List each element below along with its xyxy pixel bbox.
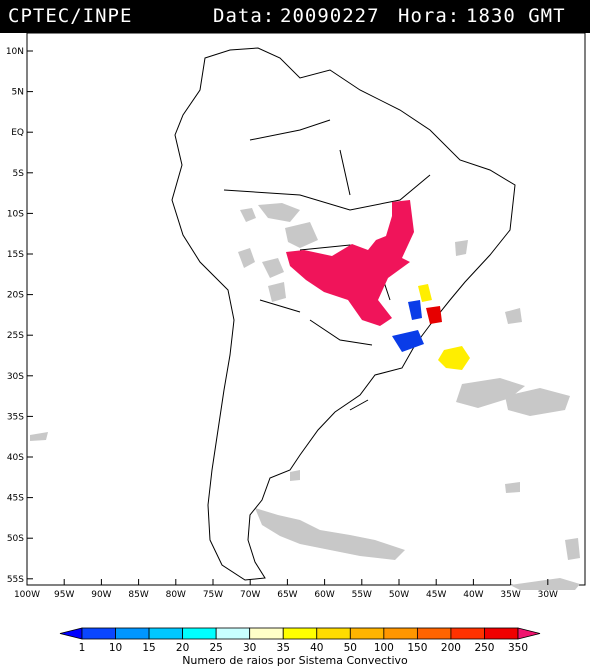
longitude-ticks: 100W 95W 90W 85W 80W 75W 70W 65W 60W 55W 50W 45W 40W… (14, 579, 558, 600)
lat-tick-label: 20S (7, 291, 24, 301)
lat-tick-label: 35S (7, 412, 24, 422)
lon-tick-label: 85W (128, 590, 148, 600)
colorbar-label: 15 (142, 642, 155, 654)
colorbar-label: 1 (79, 642, 86, 654)
colorbar-bin (517, 627, 541, 640)
source-label: CPTEC/INPE (8, 5, 133, 27)
lon-tick-label: 70W (240, 590, 260, 600)
colorbar-bin (450, 627, 485, 640)
colorbar-bin (215, 627, 251, 640)
lat-tick-label: 15S (7, 250, 24, 260)
colorbar (59, 627, 541, 640)
colorbar-label: 100 (374, 642, 394, 654)
continent-outline (171, 47, 516, 581)
colorbar-bin (182, 627, 217, 640)
colorbar-label: 50 (344, 642, 357, 654)
colorbar-labels: 1 10 15 20 25 30 35 40 50 100 150 200 250 350 (79, 642, 528, 654)
lightning-cells (286, 200, 470, 370)
map-frame (26, 32, 586, 586)
lon-tick-label: 95W (54, 590, 74, 600)
colorbar-bin (349, 627, 385, 640)
colorbar-label: 30 (243, 642, 256, 654)
colorbar-bin (282, 627, 318, 640)
lat-tick-label: 10S (7, 209, 24, 219)
colorbar-label: 40 (310, 642, 323, 654)
colorbar-label: 20 (176, 642, 189, 654)
colorbar-bin (249, 627, 284, 640)
date-label: Data: (213, 5, 276, 27)
colorbar-label: 10 (109, 642, 122, 654)
lon-tick-label: 75W (203, 590, 223, 600)
lat-tick-label: 40S (7, 453, 24, 463)
colorbar-bin (148, 627, 184, 640)
colorbar-label: 35 (277, 642, 290, 654)
lon-tick-label: 65W (277, 590, 297, 600)
colorbar-bin (484, 627, 519, 640)
lon-tick-label: 55W (352, 590, 372, 600)
lat-tick-label: 10N (6, 47, 24, 57)
colorbar-bin (383, 627, 418, 640)
lon-tick-label: 45W (426, 590, 446, 600)
lon-tick-label: 50W (389, 590, 409, 600)
colorbar-bin (59, 627, 83, 640)
lat-tick-label: EQ (11, 128, 24, 138)
lon-tick-label: 90W (91, 590, 111, 600)
lat-tick-label: 5N (12, 88, 24, 98)
lat-tick-label: 55S (7, 575, 24, 585)
map-header: CPTEC/INPE Data: 20090227 Hora: 1830 GMT (0, 0, 590, 33)
colorbar-bin (416, 627, 452, 640)
colorbar-label: 350 (508, 642, 528, 654)
lon-tick-label: 80W (166, 590, 186, 600)
lon-tick-label: 30W (538, 590, 558, 600)
lon-tick-label: 100W (14, 590, 40, 600)
colorbar-title: Numero de raios por Sistema Convectivo (182, 654, 408, 667)
lon-tick-label: 60W (314, 590, 334, 600)
satellite-clouds (30, 203, 580, 590)
colorbar-label: 250 (474, 642, 494, 654)
lat-tick-label: 45S (7, 494, 24, 504)
lon-tick-label: 35W (500, 590, 520, 600)
lon-tick-label: 40W (463, 590, 483, 600)
latitude-ticks: 10N 5N EQ 5S 10S 15S 20S 25S 30S 35S 40S 45S 50S 55S (6, 47, 33, 585)
colorbar-label: 150 (407, 642, 427, 654)
lat-tick-label: 25S (7, 331, 24, 341)
colorbar-bin (316, 627, 351, 640)
colorbar-bin (115, 627, 150, 640)
lat-tick-label: 50S (7, 534, 24, 544)
colorbar-label: 25 (209, 642, 222, 654)
date-value: 20090227 (280, 5, 380, 27)
colorbar-bin (81, 627, 116, 640)
lat-tick-label: 30S (7, 372, 24, 382)
lat-tick-label: 5S (13, 169, 25, 179)
time-value: 1830 GMT (466, 5, 566, 27)
time-label: Hora: (398, 5, 461, 27)
colorbar-label: 200 (441, 642, 461, 654)
